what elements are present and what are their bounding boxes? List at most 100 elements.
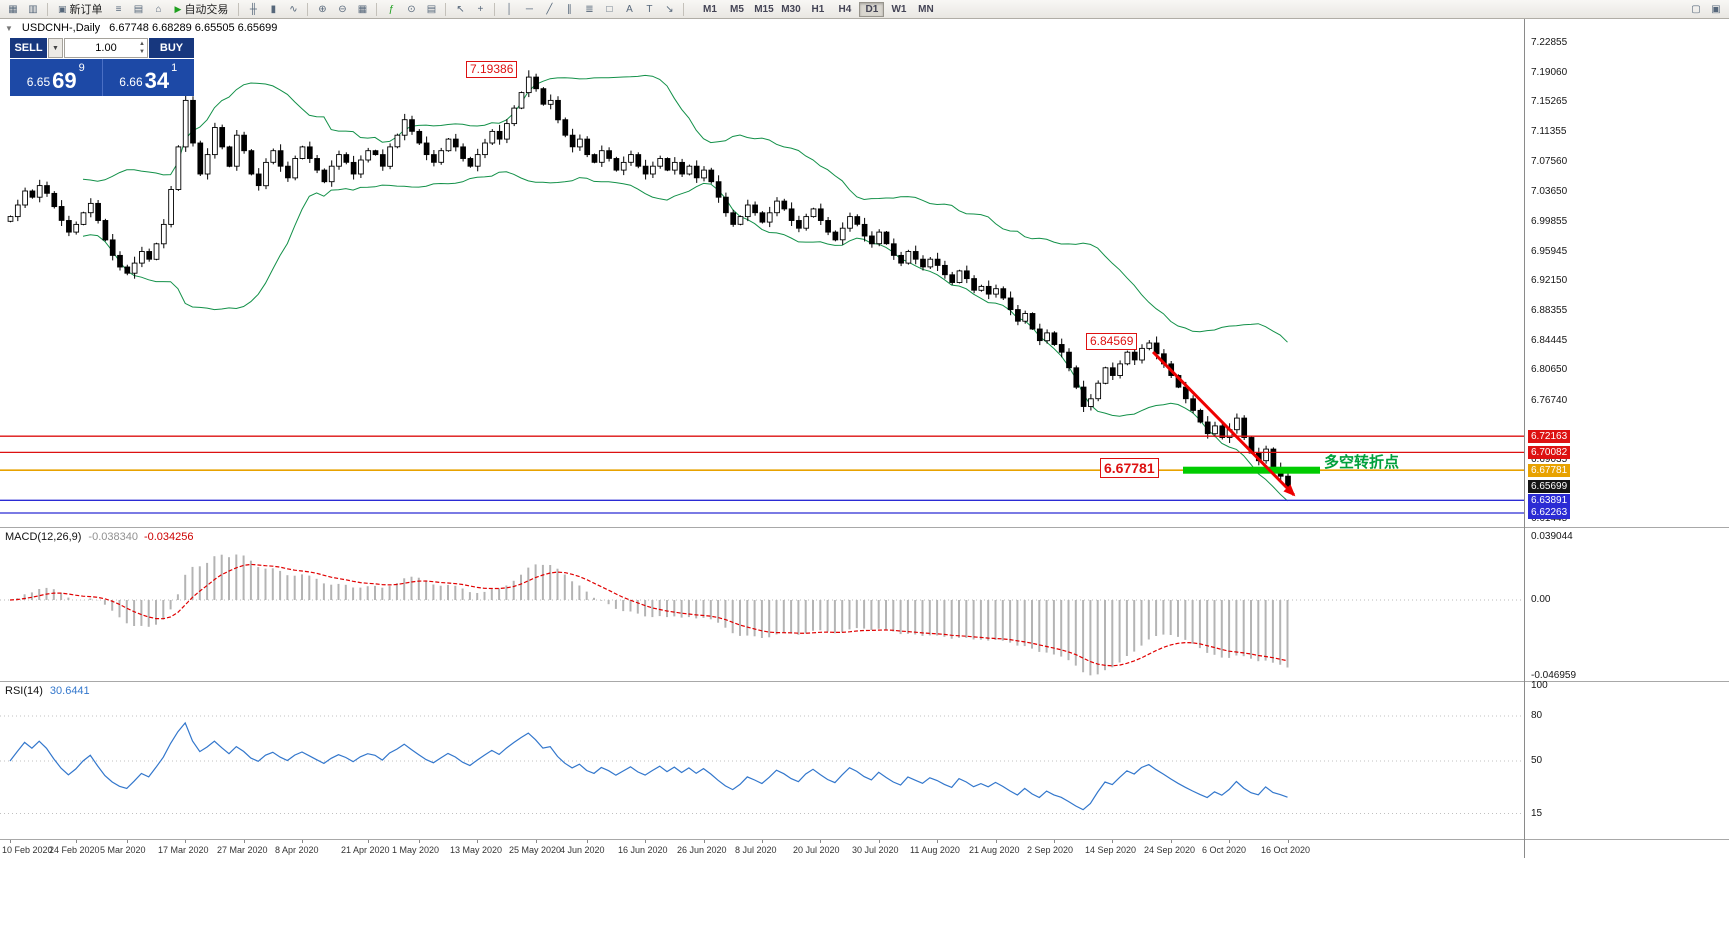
equidistant-channel-icon[interactable]: ∥ [566, 3, 572, 15]
swing-high-price-tag[interactable]: 6.84569 [1086, 333, 1138, 350]
candle [263, 161, 269, 187]
candle [504, 123, 510, 140]
candle [591, 154, 598, 163]
price-axis-badge: 6.72163 [1528, 430, 1571, 443]
navigator-icon[interactable]: ⌂ [155, 3, 162, 15]
timeframe-w1[interactable]: W1 [891, 3, 907, 15]
timeframe-m15[interactable]: M15 [754, 3, 774, 15]
candle [197, 142, 204, 175]
rsi-indicator-chart[interactable] [0, 682, 1524, 838]
spin-up-icon[interactable]: ▲ [139, 41, 145, 47]
vertical-line-icon[interactable]: │ [506, 3, 513, 15]
timeframe-d1[interactable]: D1 [859, 1, 885, 17]
templates-icon[interactable]: ▤ [426, 3, 437, 15]
candle [708, 169, 715, 183]
candle [87, 202, 94, 214]
panel-divider-macd[interactable] [0, 527, 1729, 528]
shapes-icon[interactable]: □ [606, 3, 613, 15]
trendline-icon[interactable]: ╱ [546, 3, 553, 15]
rsi-value: 30.6441 [49, 685, 90, 697]
candlestick-chart-icon[interactable]: ▮ [270, 3, 277, 15]
turning-point-note[interactable]: 多空转折点 [1324, 454, 1400, 471]
line-chart-icon[interactable]: ∿ [289, 3, 298, 15]
price-axis-border [1524, 19, 1525, 858]
horizontal-line-icon[interactable]: ─ [525, 3, 533, 15]
fibonacci-icon[interactable]: ≣ [585, 3, 594, 15]
candle [825, 220, 831, 233]
date-label: 21 Apr 2020 [341, 845, 390, 855]
sell-price-display[interactable]: 6.65 69 9 [10, 59, 102, 96]
data-window-icon[interactable]: ▤ [133, 3, 144, 15]
buy-price-big: 34 [144, 68, 170, 93]
fullscreen-icon[interactable]: ▣ [1711, 3, 1721, 15]
macd-name: MACD(12,26,9) [5, 531, 82, 543]
crosshair-icon[interactable]: + [477, 3, 484, 15]
candle [1066, 351, 1072, 369]
macd-indicator-chart[interactable] [0, 528, 1524, 680]
tile-windows-icon[interactable]: ▦ [357, 3, 368, 15]
candle [401, 119, 408, 136]
text-icon[interactable]: A [626, 3, 633, 15]
new-order-button[interactable]: ▣ 新订单 [53, 2, 108, 17]
new-chart-icon[interactable]: ▦ [8, 3, 18, 15]
peak-price-tag[interactable]: 7.19386 [466, 61, 518, 78]
zoom-out-icon[interactable]: ⊖ [338, 3, 347, 15]
candle [146, 251, 153, 260]
candle [124, 266, 131, 274]
date-tick [10, 840, 11, 843]
market-watch-icon[interactable]: ≡ [115, 3, 122, 15]
candle [292, 158, 299, 179]
buy-button[interactable]: BUY [149, 38, 194, 58]
candle [547, 99, 554, 105]
macd-signal-line [9, 563, 1288, 667]
candle [182, 99, 189, 148]
order-options-dropdown[interactable]: ▼ [48, 38, 63, 58]
timeframe-h4[interactable]: H4 [838, 3, 852, 15]
candle [598, 150, 605, 163]
label-icon[interactable]: T [646, 3, 653, 15]
candle [723, 196, 729, 214]
buy-price-small: 6.66 [119, 75, 143, 89]
timeframe-m5[interactable]: M5 [729, 3, 744, 15]
support-price-tag[interactable]: 6.67781 [1100, 458, 1159, 478]
chart-profiles-icon[interactable]: ▥ [28, 3, 38, 15]
arrows-icon[interactable]: ↘ [665, 3, 674, 15]
sell-button[interactable]: SELL [10, 38, 47, 58]
candle [467, 158, 474, 167]
volume-input[interactable]: 1.00 ▲ ▼ [64, 38, 148, 58]
date-label: 25 May 2020 [509, 845, 562, 855]
timeframe-m30[interactable]: M30 [781, 3, 801, 15]
timeframe-m1[interactable]: M1 [702, 3, 717, 15]
buy-price-display[interactable]: 6.66 34 1 [101, 59, 195, 96]
candle [978, 285, 985, 291]
candle [1088, 398, 1094, 407]
volume-spinner[interactable]: ▲ ▼ [139, 40, 145, 56]
one-click-panel-toggle-icon[interactable]: ▼ [5, 23, 13, 33]
main-price-chart[interactable] [0, 19, 1524, 524]
bollinger-upper-band [82, 74, 1288, 343]
timeframe-h1[interactable]: H1 [811, 3, 825, 15]
auto-trading-button[interactable]: ▶ 自动交易 [170, 2, 234, 17]
zoom-in-icon[interactable]: ⊕ [318, 3, 327, 15]
indicators-icon[interactable]: ƒ [388, 3, 395, 15]
bar-chart-icon[interactable]: ╫ [249, 3, 257, 15]
candle [730, 212, 737, 225]
cursor-icon[interactable]: ↖ [456, 3, 465, 15]
candle [788, 208, 795, 221]
date-tick [1112, 840, 1113, 843]
periods-icon[interactable]: ⊙ [407, 3, 416, 15]
candle [423, 142, 430, 156]
date-label: 1 May 2020 [392, 845, 440, 855]
auto-trading-icon: ▶ [174, 3, 182, 14]
candle [328, 165, 335, 183]
dock-window-icon[interactable]: ▢ [1691, 3, 1701, 15]
timeframe-mn[interactable]: MN [918, 3, 934, 15]
spin-down-icon[interactable]: ▼ [139, 49, 145, 55]
candle [80, 212, 87, 225]
date-axis[interactable]: 10 Feb 2020 24 Feb 2020 5 Mar 2020 17 Mar 2… [0, 840, 1524, 858]
price-axis-tick: 6.76740 [1531, 395, 1568, 406]
price-axis[interactable]: 7.22855 7.19060 7.15265 7.11355 7.07560 7.036… [1524, 0, 1729, 948]
date-tick [937, 840, 938, 843]
toolbar-separator [445, 2, 447, 16]
panel-divider-rsi[interactable] [0, 681, 1729, 682]
